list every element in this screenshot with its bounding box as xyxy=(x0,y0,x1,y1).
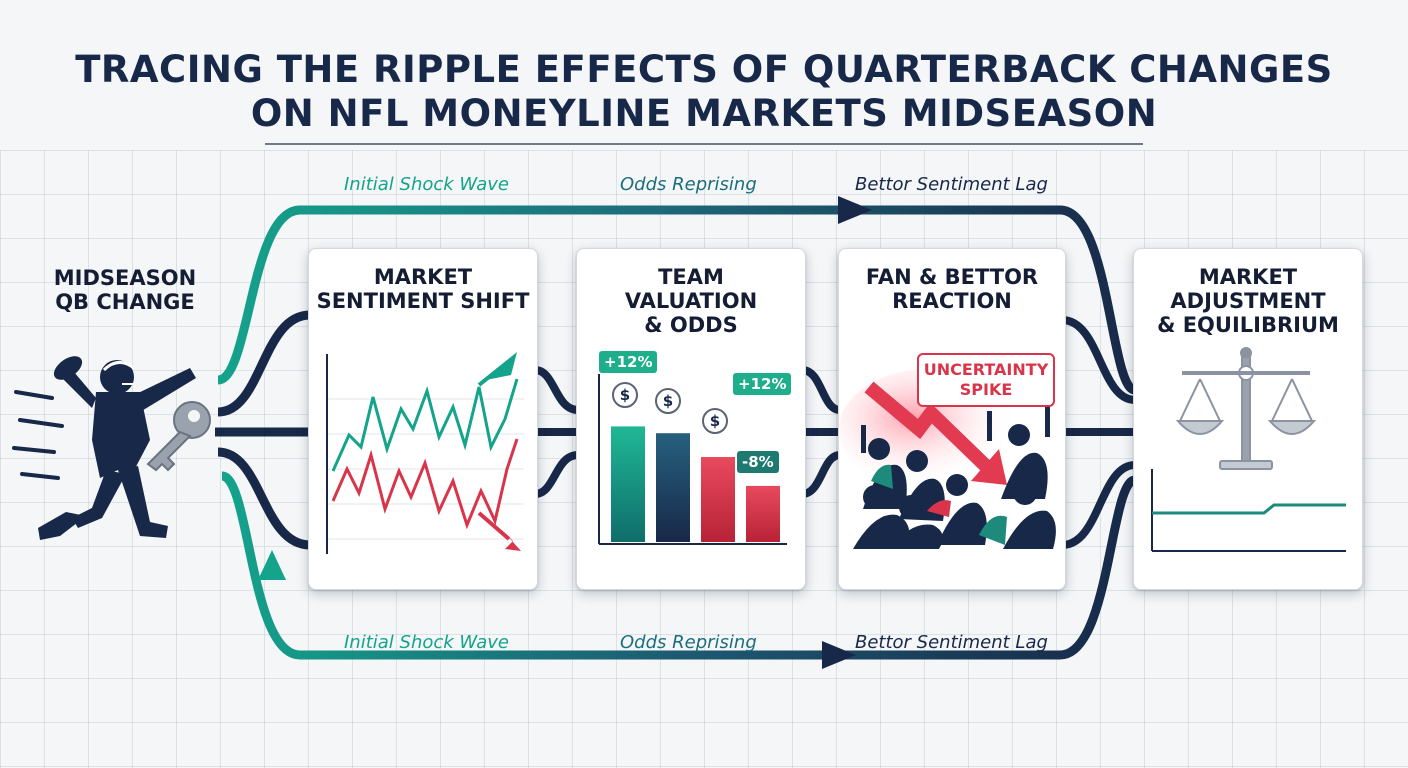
valuation-bar-3 xyxy=(701,457,735,542)
dollar-coin-3: $ xyxy=(710,412,720,430)
card-1-title-line-1: MARKET xyxy=(373,265,473,289)
card-4-title-line-1: MARKET xyxy=(1198,265,1298,289)
bottom-flow-label-1: Initial Shock Wave xyxy=(344,632,509,653)
start-label: MIDSEASON QB CHANGE xyxy=(40,266,210,314)
crowd-icon xyxy=(839,369,1056,549)
card-market-adjustment: MARKET ADJUSTMENT & EQUILIBRIUM xyxy=(1133,248,1363,590)
card-market-sentiment: MARKET SENTIMENT SHIFT xyxy=(308,248,538,590)
bottom-flow-label-3: Bettor Sentiment Lag xyxy=(855,632,1048,653)
page-title: TRACING THE RIPPLE EFFECTS OF QUARTERBAC… xyxy=(0,48,1408,136)
link-2-3 xyxy=(801,366,841,498)
top-flow-label-3: Bettor Sentiment Lag xyxy=(855,174,1048,195)
card-3-title-line-1: FAN & BETTOR xyxy=(865,265,1039,289)
card-1-title-line-2: SENTIMENT SHIFT xyxy=(316,289,530,313)
card-3-title-line-2: REACTION xyxy=(892,289,1012,313)
title-line-1: TRACING THE RIPPLE EFFECTS OF QUARTERBAC… xyxy=(75,48,1333,91)
top-arc-arrowhead xyxy=(838,196,872,224)
connector-lower xyxy=(217,447,311,550)
start-label-line-1: MIDSEASON xyxy=(53,266,197,290)
card-2-title-line-2: VALUATION xyxy=(624,289,758,313)
card-2-title-line-1: TEAM xyxy=(658,265,724,289)
bottom-arc-arrowhead xyxy=(822,641,856,669)
card-fan-bettor-reaction: FAN & BETTOR REACTION xyxy=(838,248,1066,590)
card-2-title: TEAM VALUATION & ODDS xyxy=(577,265,805,337)
valuation-badge-3: -8% xyxy=(737,451,779,473)
bottom-flow-arc xyxy=(220,471,1137,660)
card-1-title: MARKET SENTIMENT SHIFT xyxy=(309,265,537,313)
card-2-title-line-3: & ODDS xyxy=(644,313,738,337)
title-divider xyxy=(265,143,1143,145)
title-line-2: ON NFL MONEYLINE MARKETS MIDSEASON xyxy=(250,92,1158,135)
link-3-4 xyxy=(1061,316,1136,549)
uncertainty-line-2: SPIKE xyxy=(959,380,1013,399)
left-up-arrowhead xyxy=(258,550,286,580)
valuation-badge-1: +12% xyxy=(599,351,658,373)
connector-upper xyxy=(217,310,311,417)
uncertainty-line-1: UNCERTAINTY xyxy=(923,360,1049,379)
card-4-title-line-2: ADJUSTMENT xyxy=(1170,289,1326,313)
dollar-coin-1: $ xyxy=(620,386,630,404)
top-flow-label-1: Initial Shock Wave xyxy=(344,174,509,195)
card-3-title: FAN & BETTOR REACTION xyxy=(839,265,1065,313)
scales-icon xyxy=(1151,347,1346,552)
card-team-valuation: TEAM VALUATION & ODDS $ $ $ +12% +12% -8… xyxy=(576,248,806,590)
line-chart-icon xyxy=(326,352,524,554)
link-1-2 xyxy=(534,366,579,498)
start-label-line-2: QB CHANGE xyxy=(55,290,195,314)
valuation-bar-1 xyxy=(611,426,645,542)
top-flow-arc xyxy=(216,205,1137,395)
valuation-badge-2: +12% xyxy=(733,373,792,395)
bar-chart-icon: $ $ $ xyxy=(598,374,787,545)
top-flow-label-2: Odds Reprising xyxy=(620,174,757,195)
card-4-title-line-3: & EQUILIBRIUM xyxy=(1157,313,1339,337)
valuation-bar-2 xyxy=(656,433,690,542)
bottom-flow-label-2: Odds Reprising xyxy=(620,632,757,653)
card-4-title: MARKET ADJUSTMENT & EQUILIBRIUM xyxy=(1134,265,1362,337)
dollar-coin-2: $ xyxy=(663,392,673,410)
uncertainty-spike-bubble: UNCERTAINTY SPIKE xyxy=(917,353,1055,407)
valuation-bar-4 xyxy=(746,485,780,542)
